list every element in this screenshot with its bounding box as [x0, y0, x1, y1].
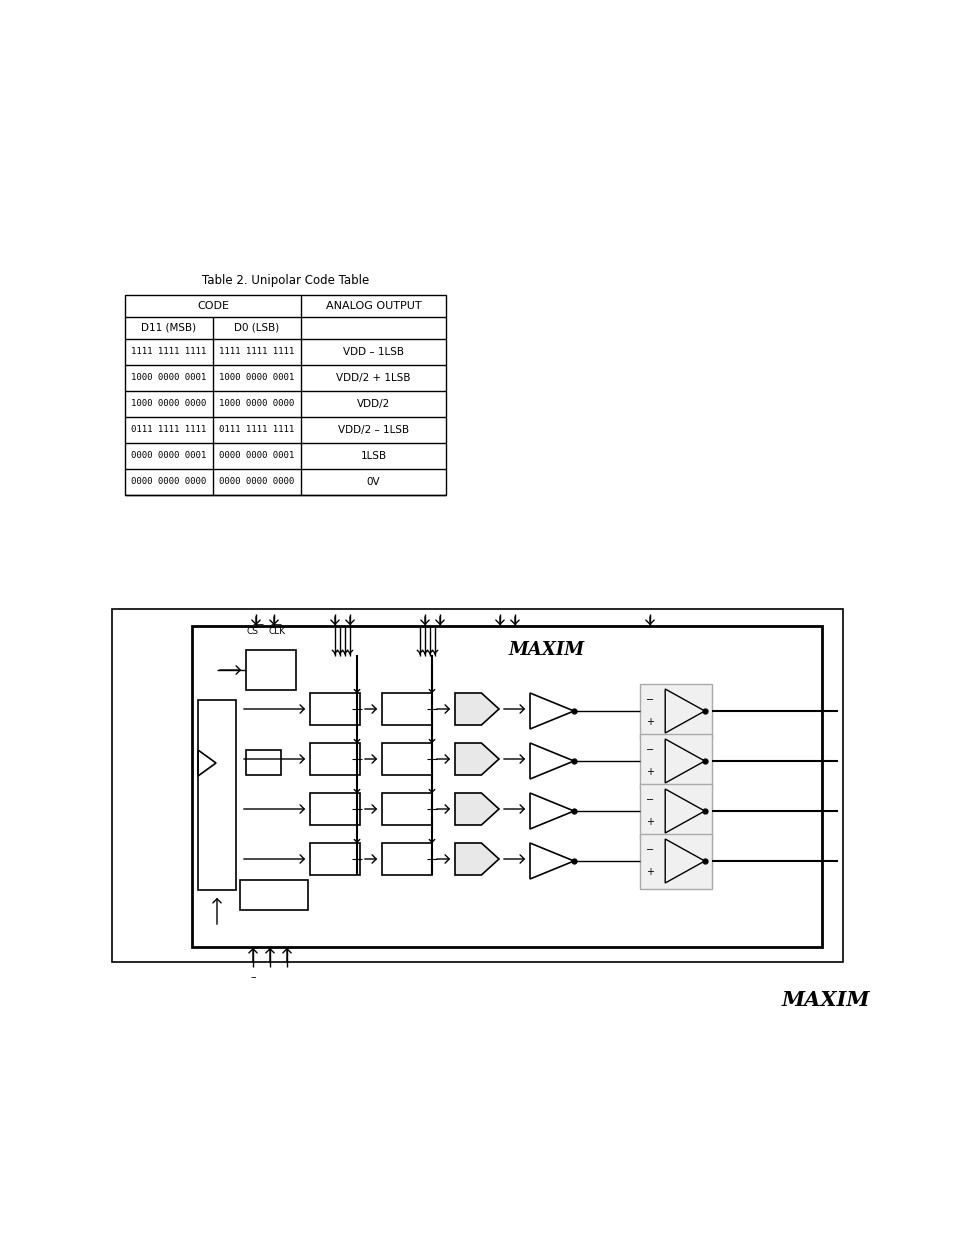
Bar — [381, 793, 432, 825]
Text: 1000 0000 0001: 1000 0000 0001 — [132, 373, 207, 383]
Text: VDD/2 + 1LSB: VDD/2 + 1LSB — [335, 373, 411, 383]
Text: −: − — [645, 795, 654, 805]
Text: 1000 0000 0001: 1000 0000 0001 — [219, 373, 294, 383]
Bar — [112, 609, 842, 962]
Bar — [192, 626, 821, 947]
Polygon shape — [455, 844, 498, 876]
Bar — [310, 793, 359, 825]
Text: −: − — [645, 745, 654, 755]
Text: +: + — [645, 867, 654, 877]
Text: –: – — [250, 972, 255, 982]
Text: +: + — [645, 767, 654, 777]
Bar — [639, 834, 711, 888]
Text: CS: CS — [247, 626, 258, 636]
Bar — [639, 734, 711, 788]
Text: −: − — [645, 845, 654, 855]
Text: 1111 1111 1111: 1111 1111 1111 — [219, 347, 294, 357]
Text: —: — — [270, 619, 281, 629]
Bar — [310, 693, 359, 725]
Text: VDD/2: VDD/2 — [356, 399, 390, 409]
Text: D0 (LSB): D0 (LSB) — [234, 324, 279, 333]
Text: −: − — [645, 695, 654, 705]
Bar — [639, 783, 711, 839]
Bar — [310, 844, 359, 876]
Bar — [381, 743, 432, 776]
Text: CODE: CODE — [196, 301, 229, 311]
Text: 1000 0000 0000: 1000 0000 0000 — [132, 399, 207, 409]
Polygon shape — [455, 743, 498, 776]
Text: —: — — [253, 619, 263, 629]
Text: MAXIM: MAXIM — [508, 641, 584, 659]
Bar — [240, 881, 308, 910]
Text: 0000 0000 0001: 0000 0000 0001 — [219, 452, 294, 461]
Text: 0000 0000 0001: 0000 0000 0001 — [132, 452, 207, 461]
Text: ANALOG OUTPUT: ANALOG OUTPUT — [325, 301, 421, 311]
Bar — [381, 844, 432, 876]
Text: MAXIM: MAXIM — [781, 990, 869, 1010]
Bar — [639, 683, 711, 739]
Text: 0V: 0V — [366, 477, 380, 487]
Text: VDD/2 – 1LSB: VDD/2 – 1LSB — [337, 425, 409, 435]
Bar — [381, 693, 432, 725]
Text: CLK: CLK — [268, 626, 285, 636]
Text: Table 2. Unipolar Code Table: Table 2. Unipolar Code Table — [202, 274, 369, 287]
Polygon shape — [455, 693, 498, 725]
Text: 0111 1111 1111: 0111 1111 1111 — [219, 426, 294, 435]
Bar — [310, 743, 359, 776]
Bar — [246, 650, 295, 690]
Text: +: + — [645, 818, 654, 827]
Text: 1LSB: 1LSB — [360, 451, 386, 461]
Bar — [125, 295, 446, 495]
Text: 1000 0000 0000: 1000 0000 0000 — [219, 399, 294, 409]
Bar — [198, 700, 235, 890]
Text: 1111 1111 1111: 1111 1111 1111 — [132, 347, 207, 357]
Text: 0000 0000 0000: 0000 0000 0000 — [132, 478, 207, 487]
Text: D11 (MSB): D11 (MSB) — [141, 324, 196, 333]
Text: VDD – 1LSB: VDD – 1LSB — [343, 347, 403, 357]
Text: 0111 1111 1111: 0111 1111 1111 — [132, 426, 207, 435]
Text: +: + — [645, 718, 654, 727]
Bar — [246, 750, 281, 776]
Polygon shape — [455, 793, 498, 825]
Text: 0000 0000 0000: 0000 0000 0000 — [219, 478, 294, 487]
